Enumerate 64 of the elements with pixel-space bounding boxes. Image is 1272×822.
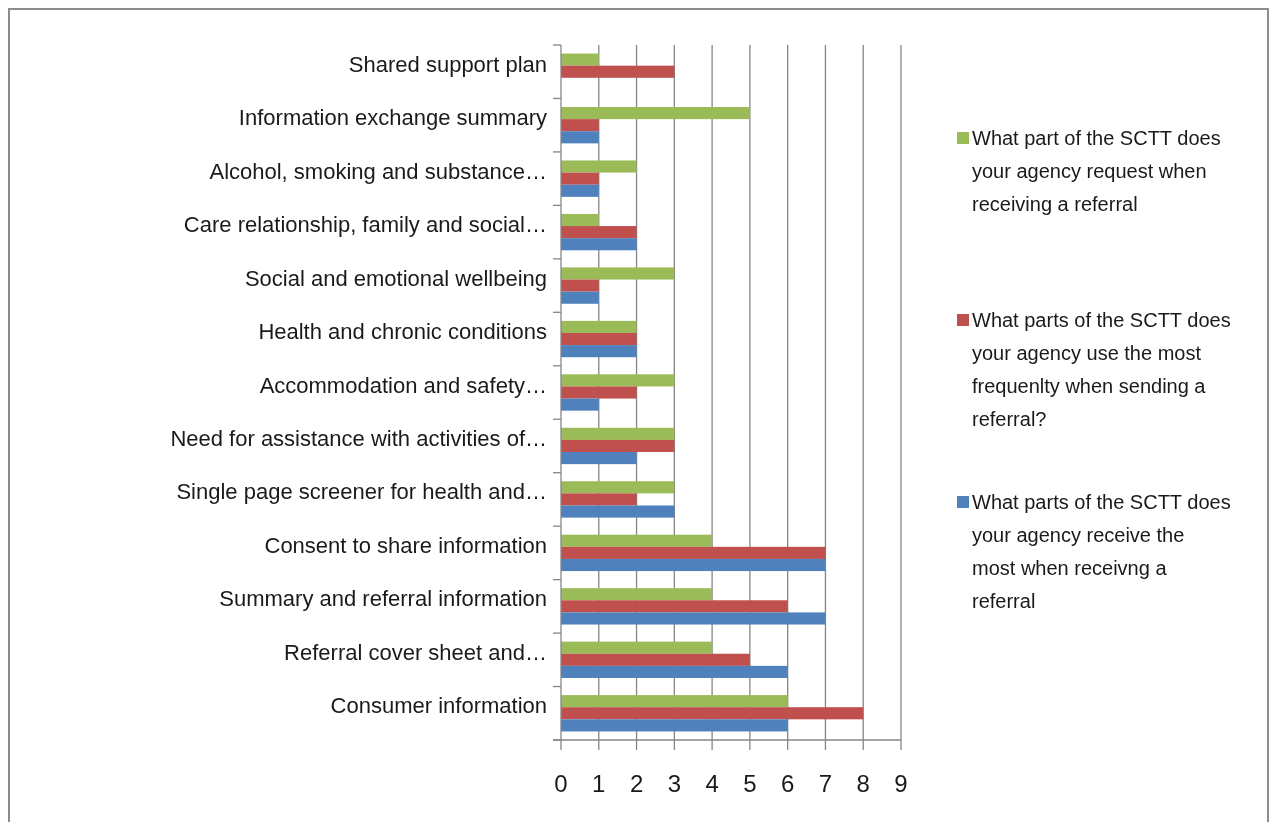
- x-tick-label: 9: [894, 770, 908, 797]
- bar: [561, 481, 675, 494]
- y-tick-label: Consent to share information: [264, 532, 547, 558]
- bar: [561, 695, 788, 708]
- y-tick-label: Single page screener for health and…: [176, 479, 547, 505]
- bar: [561, 53, 599, 66]
- y-tick-label: Shared support plan: [348, 51, 547, 77]
- bar: [561, 707, 864, 720]
- x-tick-label: 5: [743, 770, 757, 797]
- y-tick-label: Need for assistance with activities of…: [170, 425, 547, 451]
- bar: [561, 452, 637, 465]
- bar: [561, 267, 675, 280]
- bar: [561, 612, 826, 625]
- x-tick-label: 0: [554, 770, 568, 797]
- x-tick-label: 1: [592, 770, 606, 797]
- bar: [561, 493, 637, 506]
- legend-label: What part of the SCTT does your agency request when receiving a referral: [972, 127, 1221, 215]
- bar: [561, 534, 713, 547]
- bar: [561, 439, 675, 453]
- bar: [561, 119, 599, 132]
- bar: [561, 291, 599, 304]
- bar: [561, 345, 637, 358]
- y-tick-label: Alcohol, smoking and substance…: [209, 158, 547, 184]
- bar: [561, 172, 599, 185]
- bar: [561, 398, 599, 411]
- y-tick-label: Summary and referral information: [219, 586, 547, 612]
- x-tick-label: 3: [667, 770, 682, 797]
- x-tick-label: 7: [818, 770, 833, 797]
- bar: [561, 279, 599, 292]
- y-tick-label: Referral cover sheet and…: [284, 639, 547, 665]
- bar: [561, 184, 599, 197]
- y-tick-label: Health and chronic conditions: [258, 318, 547, 344]
- bar: [561, 641, 713, 654]
- bar: [561, 131, 599, 144]
- y-tick-label: Accommodation and safety…: [259, 372, 547, 398]
- bar: [561, 588, 713, 601]
- y-tick-label: Information exchange summary: [238, 105, 547, 130]
- legend-label: What parts of the SCTT does your agency use the most frequenlty when sending a referral?: [972, 309, 1231, 430]
- bar: [561, 332, 637, 346]
- bar: [561, 719, 788, 732]
- y-tick-label: Care relationship, family and social…: [183, 211, 547, 237]
- bar: [561, 427, 675, 440]
- x-tick-label: 8: [856, 770, 870, 797]
- bar: [561, 505, 675, 518]
- bar: [561, 665, 788, 678]
- bar: [561, 386, 637, 399]
- bar: [561, 558, 826, 572]
- y-tick-label: Social and emotional wellbeing: [244, 265, 547, 291]
- x-tick-label: 2: [629, 770, 644, 797]
- bar: [561, 213, 599, 227]
- y-tick-label: Consumer information: [330, 693, 547, 719]
- bar: [561, 653, 750, 666]
- bar: [561, 546, 826, 559]
- legend-label: What parts of the SCTT does your agency receive the most when receivng a referral: [972, 491, 1231, 612]
- bar: [561, 374, 675, 387]
- bar: [561, 238, 637, 251]
- bar: [561, 160, 637, 173]
- bar: [561, 600, 788, 613]
- bar: [561, 226, 637, 239]
- x-tick-label: 4: [705, 770, 719, 797]
- bar: [561, 107, 750, 120]
- bar: [561, 320, 637, 333]
- x-tick-label: 6: [780, 770, 795, 797]
- bar: [561, 65, 675, 78]
